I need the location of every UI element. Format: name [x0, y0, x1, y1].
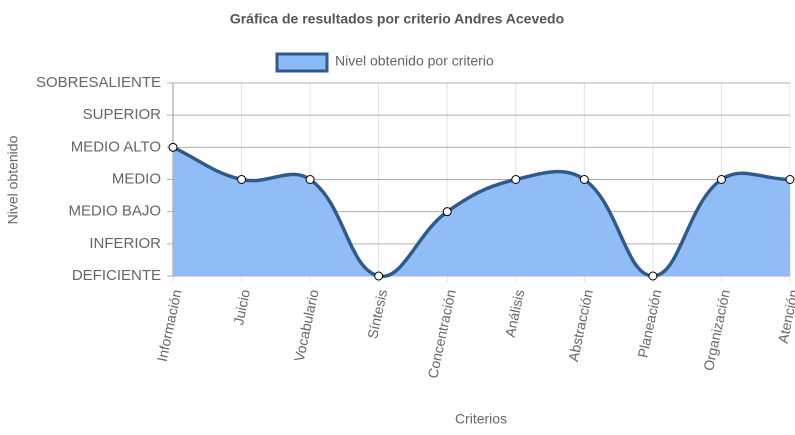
point	[374, 271, 384, 281]
y-axis-title: Nivel obtenido	[5, 135, 21, 224]
x-tick-label: Vocabulario	[291, 288, 322, 363]
point	[305, 175, 315, 184]
y-tick-label: INFERIOR	[89, 235, 161, 252]
x-tick-label: Concentración	[424, 288, 458, 380]
area	[173, 147, 790, 277]
point	[785, 175, 795, 184]
legend-label: Nivel obtenido por criterio	[335, 53, 494, 69]
x-tick-label: Abstracción	[565, 288, 596, 363]
point	[579, 175, 589, 184]
y-tick-label: MEDIO ALTO	[71, 138, 161, 155]
x-tick-label: Atención	[775, 288, 795, 345]
line	[172, 145, 791, 279]
point	[648, 271, 658, 281]
point	[716, 175, 726, 184]
point	[442, 207, 452, 217]
y-tick-label: MEDIO BAJO	[68, 203, 161, 220]
point	[511, 175, 521, 184]
x-tick-label: Información	[154, 288, 185, 363]
point	[237, 175, 247, 184]
x-tick-label: Análisis	[502, 288, 528, 339]
chart-title: Gráfica de resultados por criterio Andre…	[230, 11, 564, 27]
x-tick-label: Organización	[700, 288, 733, 372]
x-tick-label: Planeación	[634, 288, 664, 359]
legend-swatch	[275, 52, 329, 73]
y-tick-label: SOBRESALIENTE	[36, 74, 161, 91]
y-tick-label: DEFICIENTE	[72, 267, 161, 284]
x-tick-label: Síntesis	[364, 288, 390, 340]
x-axis-title: Criterios	[455, 411, 507, 427]
y-tick-label: SUPERIOR	[83, 106, 162, 123]
x-tick-label: Juicio	[230, 288, 253, 327]
y-tick-label: MEDIO	[112, 170, 161, 187]
point	[168, 142, 178, 152]
